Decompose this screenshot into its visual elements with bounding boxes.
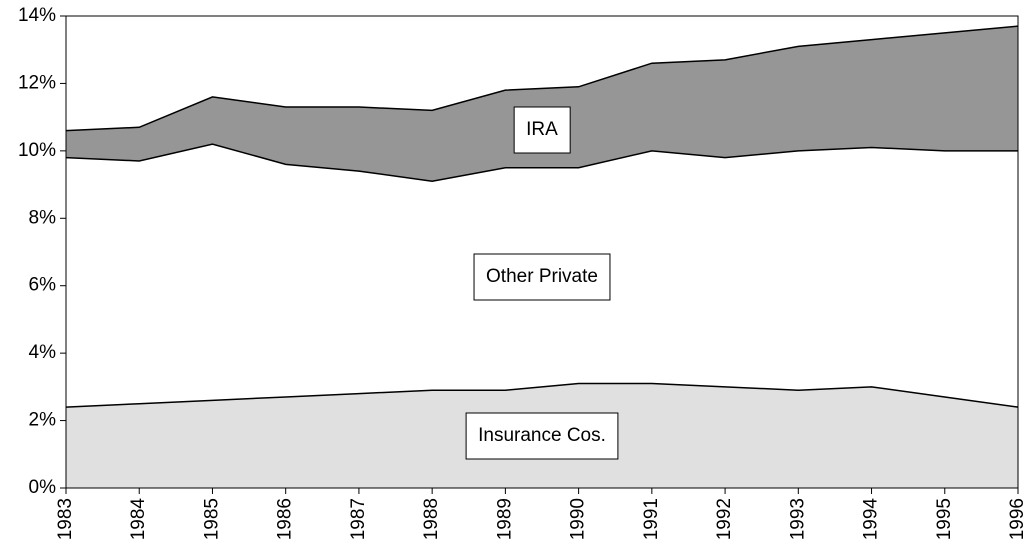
legend-label: Other Private xyxy=(486,266,598,287)
x-tick-label: 1991 xyxy=(641,498,662,540)
x-tick-label: 1992 xyxy=(714,498,735,540)
area-edge xyxy=(65,143,1018,182)
x-tick-label: 1995 xyxy=(934,498,955,540)
x-tick-label: 1990 xyxy=(568,498,589,540)
x-tick-label: 1989 xyxy=(494,498,515,540)
area-edge xyxy=(65,25,1019,132)
legend-box xyxy=(465,412,619,460)
y-tick-label: 12% xyxy=(18,72,56,93)
x-tick-label: 1996 xyxy=(1007,498,1028,540)
y-tick-label: 14% xyxy=(18,5,56,26)
area xyxy=(66,26,1018,182)
x-tick-label: 1988 xyxy=(421,498,442,540)
x-tick-label: 1994 xyxy=(861,498,882,541)
x-tick-label: 1984 xyxy=(128,498,149,541)
x-tick-label: 1993 xyxy=(787,498,808,540)
legend-label: IRA xyxy=(526,119,558,140)
x-tick-label: 1983 xyxy=(55,498,76,540)
y-tick-label: 8% xyxy=(29,207,57,228)
plot-frame xyxy=(65,15,1019,489)
x-tick-label: 1985 xyxy=(201,498,222,540)
x-tick-label: 1987 xyxy=(348,498,369,540)
y-tick-label: 4% xyxy=(29,342,57,363)
area-edge xyxy=(65,382,1019,408)
legend-label: Insurance Cos. xyxy=(478,425,606,446)
y-tick-label: 10% xyxy=(18,140,56,161)
x-tick-label: 1986 xyxy=(275,498,296,540)
legend-box xyxy=(513,106,571,154)
y-tick-label: 2% xyxy=(29,410,57,431)
y-tick-label: 0% xyxy=(29,477,57,498)
legend-box xyxy=(473,253,611,301)
y-tick-label: 6% xyxy=(29,275,57,296)
